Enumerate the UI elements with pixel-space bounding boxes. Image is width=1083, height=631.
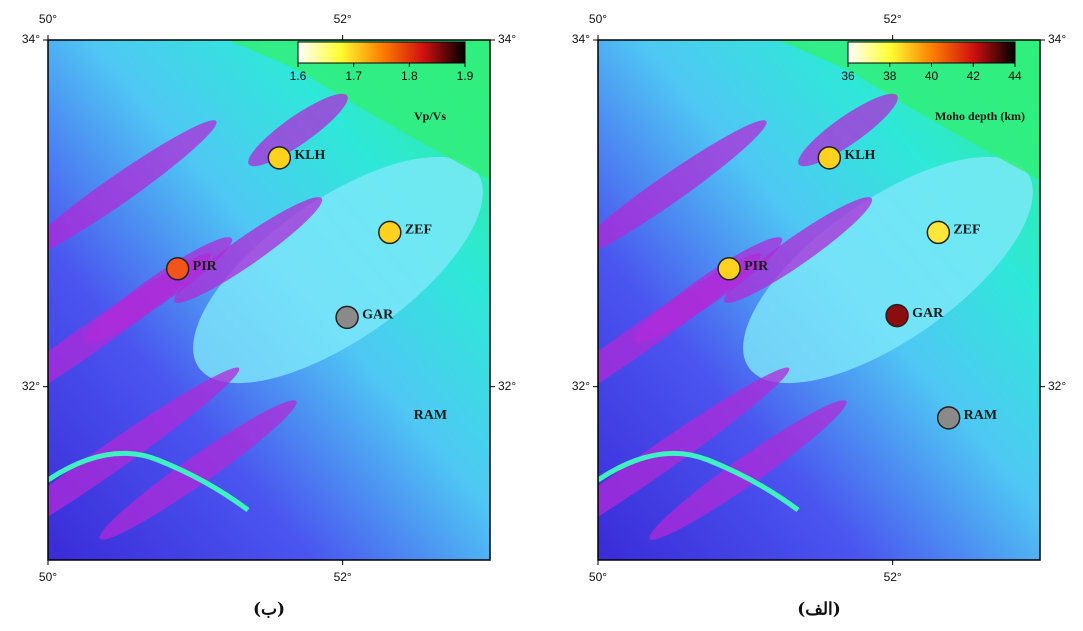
station-label: GAR — [362, 308, 394, 323]
station-label: KLH — [844, 148, 875, 163]
y-tick-label: 32° — [498, 379, 516, 393]
station-label: ZEF — [405, 223, 432, 238]
map-panel: 50° 50° 52° 52° 34° 34° 32° 32° 36 38 40 42 44 Moho d… — [507, 12, 1067, 619]
station — [268, 147, 290, 169]
colorbar-tick-label: 1.8 — [401, 69, 418, 83]
station — [927, 221, 949, 243]
station-label: ZEF — [953, 223, 980, 238]
map-panel: 50° 50° 52° 52° 34° 34° 32° 32° 1.6 1.7 1.8 1.9 Vp/V… — [0, 12, 517, 619]
colorbar-label: Vp/Vs — [414, 109, 446, 123]
station-label: GAR — [912, 306, 944, 321]
x-tick-label: 52° — [884, 570, 902, 584]
colorbar — [298, 42, 465, 63]
y-tick-label: 34° — [572, 32, 590, 46]
colorbar-tick-label: 1.6 — [290, 69, 307, 83]
x-tick-label: 50° — [589, 12, 607, 26]
colorbar-tick-label: 40 — [925, 69, 939, 83]
x-tick-label: 52° — [334, 12, 352, 26]
station — [379, 221, 401, 243]
panel-caption: (ب) — [253, 600, 285, 620]
x-tick-label: 52° — [884, 12, 902, 26]
station-label: PIR — [193, 259, 218, 274]
colorbar — [848, 42, 1015, 63]
station — [336, 306, 358, 328]
station — [886, 305, 908, 327]
y-tick-label: 32° — [22, 379, 40, 393]
figure: 50° 50° 52° 52° 34° 34° 32° 32° 1.6 1.7 1.8 1.9 Vp/V… — [0, 0, 1083, 631]
station-label: PIR — [744, 259, 769, 274]
colorbar-tick-label: 42 — [967, 69, 981, 83]
colorbar-tick-label: 36 — [841, 69, 855, 83]
x-tick-label: 52° — [334, 570, 352, 584]
y-tick-label: 32° — [1048, 379, 1066, 393]
y-tick-label: 32° — [572, 379, 590, 393]
station — [167, 258, 189, 280]
station-label: RAM — [964, 408, 997, 423]
colorbar-label: Moho depth (km) — [935, 109, 1025, 123]
station — [718, 258, 740, 280]
x-tick-label: 50° — [39, 570, 57, 584]
station-label: RAM — [414, 408, 447, 423]
panel-caption: (الف) — [797, 600, 841, 620]
y-tick-label: 34° — [498, 32, 516, 46]
colorbar-tick-label: 38 — [883, 69, 897, 83]
x-tick-label: 50° — [39, 12, 57, 26]
colorbar-tick-label: 1.9 — [457, 69, 474, 83]
colorbar-tick-label: 44 — [1008, 69, 1022, 83]
x-tick-label: 50° — [589, 570, 607, 584]
station-label: KLH — [294, 148, 325, 163]
station — [938, 407, 960, 429]
station — [818, 147, 840, 169]
colorbar-tick-label: 1.7 — [345, 69, 362, 83]
y-tick-label: 34° — [1048, 32, 1066, 46]
y-tick-label: 34° — [22, 32, 40, 46]
